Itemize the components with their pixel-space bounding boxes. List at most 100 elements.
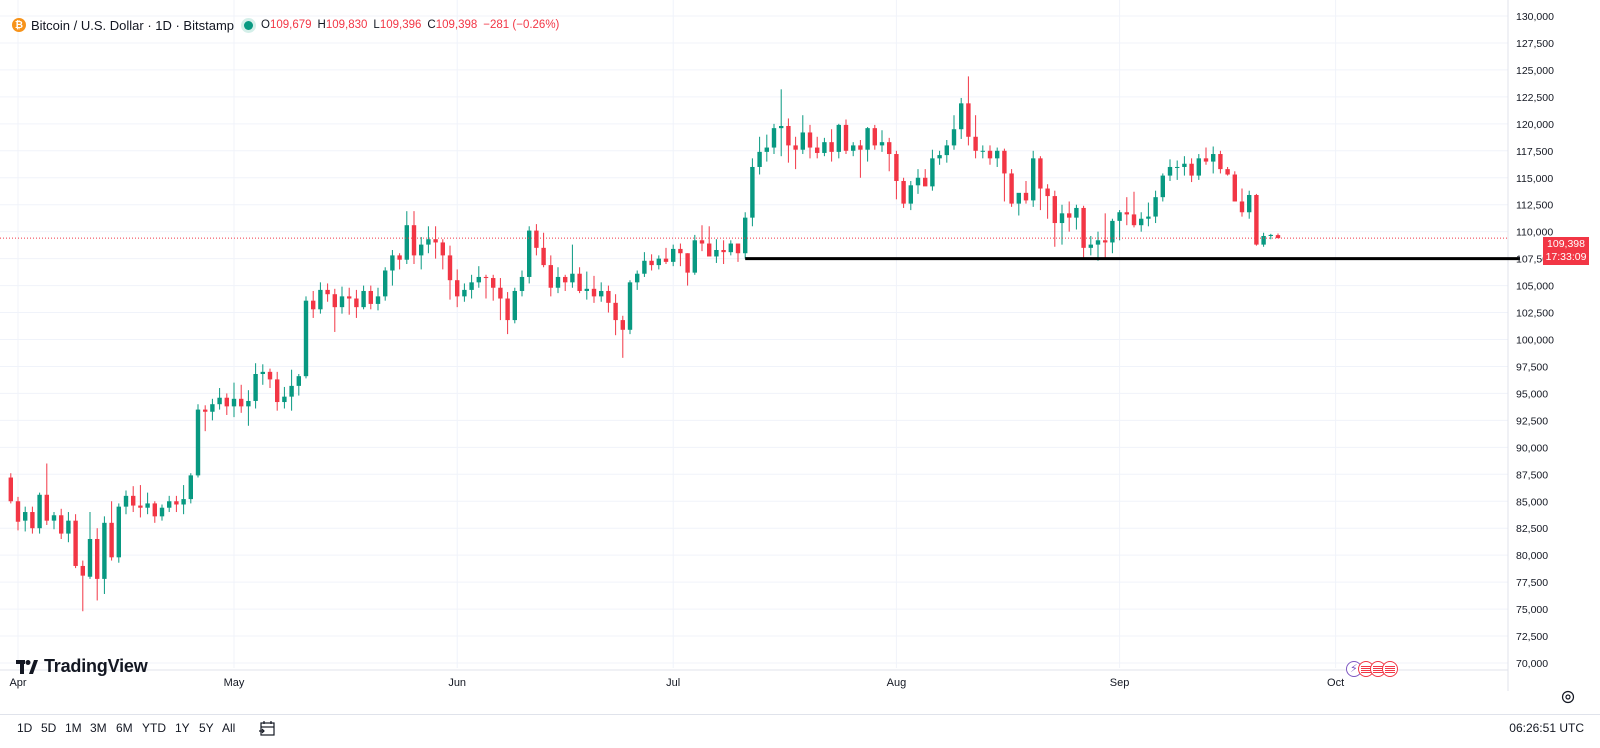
range-button-1d[interactable]: 1D — [17, 721, 33, 735]
us-flag-event-icon[interactable] — [1382, 661, 1398, 677]
symbol-title[interactable]: Bitcoin / U.S. Dollar · 1D · Bitstamp — [31, 17, 234, 33]
candle — [383, 267, 388, 301]
candle-body — [1203, 158, 1209, 162]
range-button-all[interactable]: All — [222, 721, 236, 735]
candle-body — [239, 398, 244, 407]
candle-body — [930, 158, 935, 187]
y-tick-label: 102,500 — [1516, 308, 1554, 320]
candle — [1081, 205, 1086, 259]
candle-body — [411, 225, 417, 256]
candle — [966, 76, 971, 146]
range-button-1y[interactable]: 1Y — [175, 721, 190, 735]
candle — [246, 390, 251, 426]
candle — [944, 140, 949, 163]
candle — [872, 124, 877, 150]
candle-body — [289, 385, 294, 397]
candle-body — [138, 505, 143, 508]
event-markers[interactable]: ⚡ — [1346, 661, 1398, 677]
candle — [908, 180, 913, 211]
candle — [613, 294, 618, 336]
candle-body — [951, 129, 957, 146]
candle — [714, 239, 719, 263]
candle-body — [361, 290, 366, 308]
candle-body — [231, 398, 237, 407]
candle — [786, 118, 791, 163]
candle-body — [771, 128, 777, 148]
candle — [671, 244, 676, 267]
candle-body — [1002, 150, 1007, 174]
candle-body — [123, 495, 129, 507]
candle — [145, 492, 150, 515]
candle-body — [1232, 174, 1237, 202]
candle-body — [829, 142, 834, 152]
candle-body — [642, 260, 647, 274]
candle — [599, 282, 604, 302]
candle-body — [887, 142, 892, 155]
range-button-5d[interactable]: 5D — [41, 721, 57, 735]
range-button-6m[interactable]: 6M — [116, 721, 133, 735]
candle — [1009, 169, 1014, 207]
candle-body — [87, 538, 93, 577]
candle — [318, 282, 323, 314]
candle — [858, 140, 863, 178]
tradingview-logo[interactable]: TradingView — [16, 656, 148, 677]
y-tick-label: 80,000 — [1516, 550, 1548, 562]
candle-body — [627, 282, 633, 330]
utc-clock[interactable]: 06:26:51 UTC — [1509, 721, 1584, 735]
range-button-5y[interactable]: 5Y — [199, 721, 214, 735]
candle — [635, 270, 640, 290]
candle-body — [145, 503, 150, 508]
candle — [800, 115, 805, 155]
range-button-1m[interactable]: 1M — [65, 721, 82, 735]
candle-body — [296, 376, 301, 386]
candle-body — [51, 515, 57, 521]
candle-body — [1146, 216, 1151, 219]
candle-body — [390, 255, 395, 271]
candle — [915, 169, 921, 194]
candle — [375, 287, 381, 311]
candle — [1088, 235, 1093, 256]
candle — [1239, 188, 1245, 217]
candle — [253, 363, 258, 409]
candle — [879, 130, 885, 152]
candle-body — [152, 503, 157, 517]
candle — [80, 560, 85, 612]
candle — [347, 287, 352, 315]
candle-body — [253, 374, 258, 401]
candle-body — [995, 150, 1000, 159]
candle — [491, 274, 496, 301]
candle-body — [1038, 158, 1043, 189]
candle-body — [750, 166, 755, 218]
candle-body — [591, 288, 597, 297]
candle — [23, 506, 28, 532]
candle-body — [699, 240, 705, 244]
candle-body — [923, 177, 928, 187]
candle-body — [577, 273, 582, 291]
candle — [1016, 192, 1021, 216]
settings-icon[interactable] — [1561, 690, 1575, 704]
candle-body — [1167, 166, 1173, 176]
candle-body — [383, 270, 388, 297]
candle-body — [447, 255, 453, 281]
candle — [1175, 160, 1180, 180]
candle — [131, 486, 136, 513]
candle-body — [59, 515, 64, 534]
candle-body — [1117, 212, 1122, 221]
candle-body — [714, 249, 719, 257]
candle-body — [332, 294, 337, 308]
candle-body — [426, 239, 431, 245]
y-tick-label: 130,000 — [1516, 11, 1554, 23]
goto-date-icon[interactable] — [258, 719, 278, 739]
range-button-ytd[interactable]: YTD — [142, 721, 166, 735]
candle-body — [44, 494, 49, 521]
market-status-icon[interactable] — [244, 20, 253, 30]
candle — [721, 240, 726, 265]
y-tick-label: 70,000 — [1516, 658, 1548, 670]
candle — [476, 266, 481, 288]
y-tick-label: 125,000 — [1516, 65, 1554, 77]
range-button-3m[interactable]: 3M — [90, 721, 107, 735]
candle — [95, 528, 100, 601]
candle-body — [836, 124, 841, 152]
candle — [1110, 218, 1115, 254]
